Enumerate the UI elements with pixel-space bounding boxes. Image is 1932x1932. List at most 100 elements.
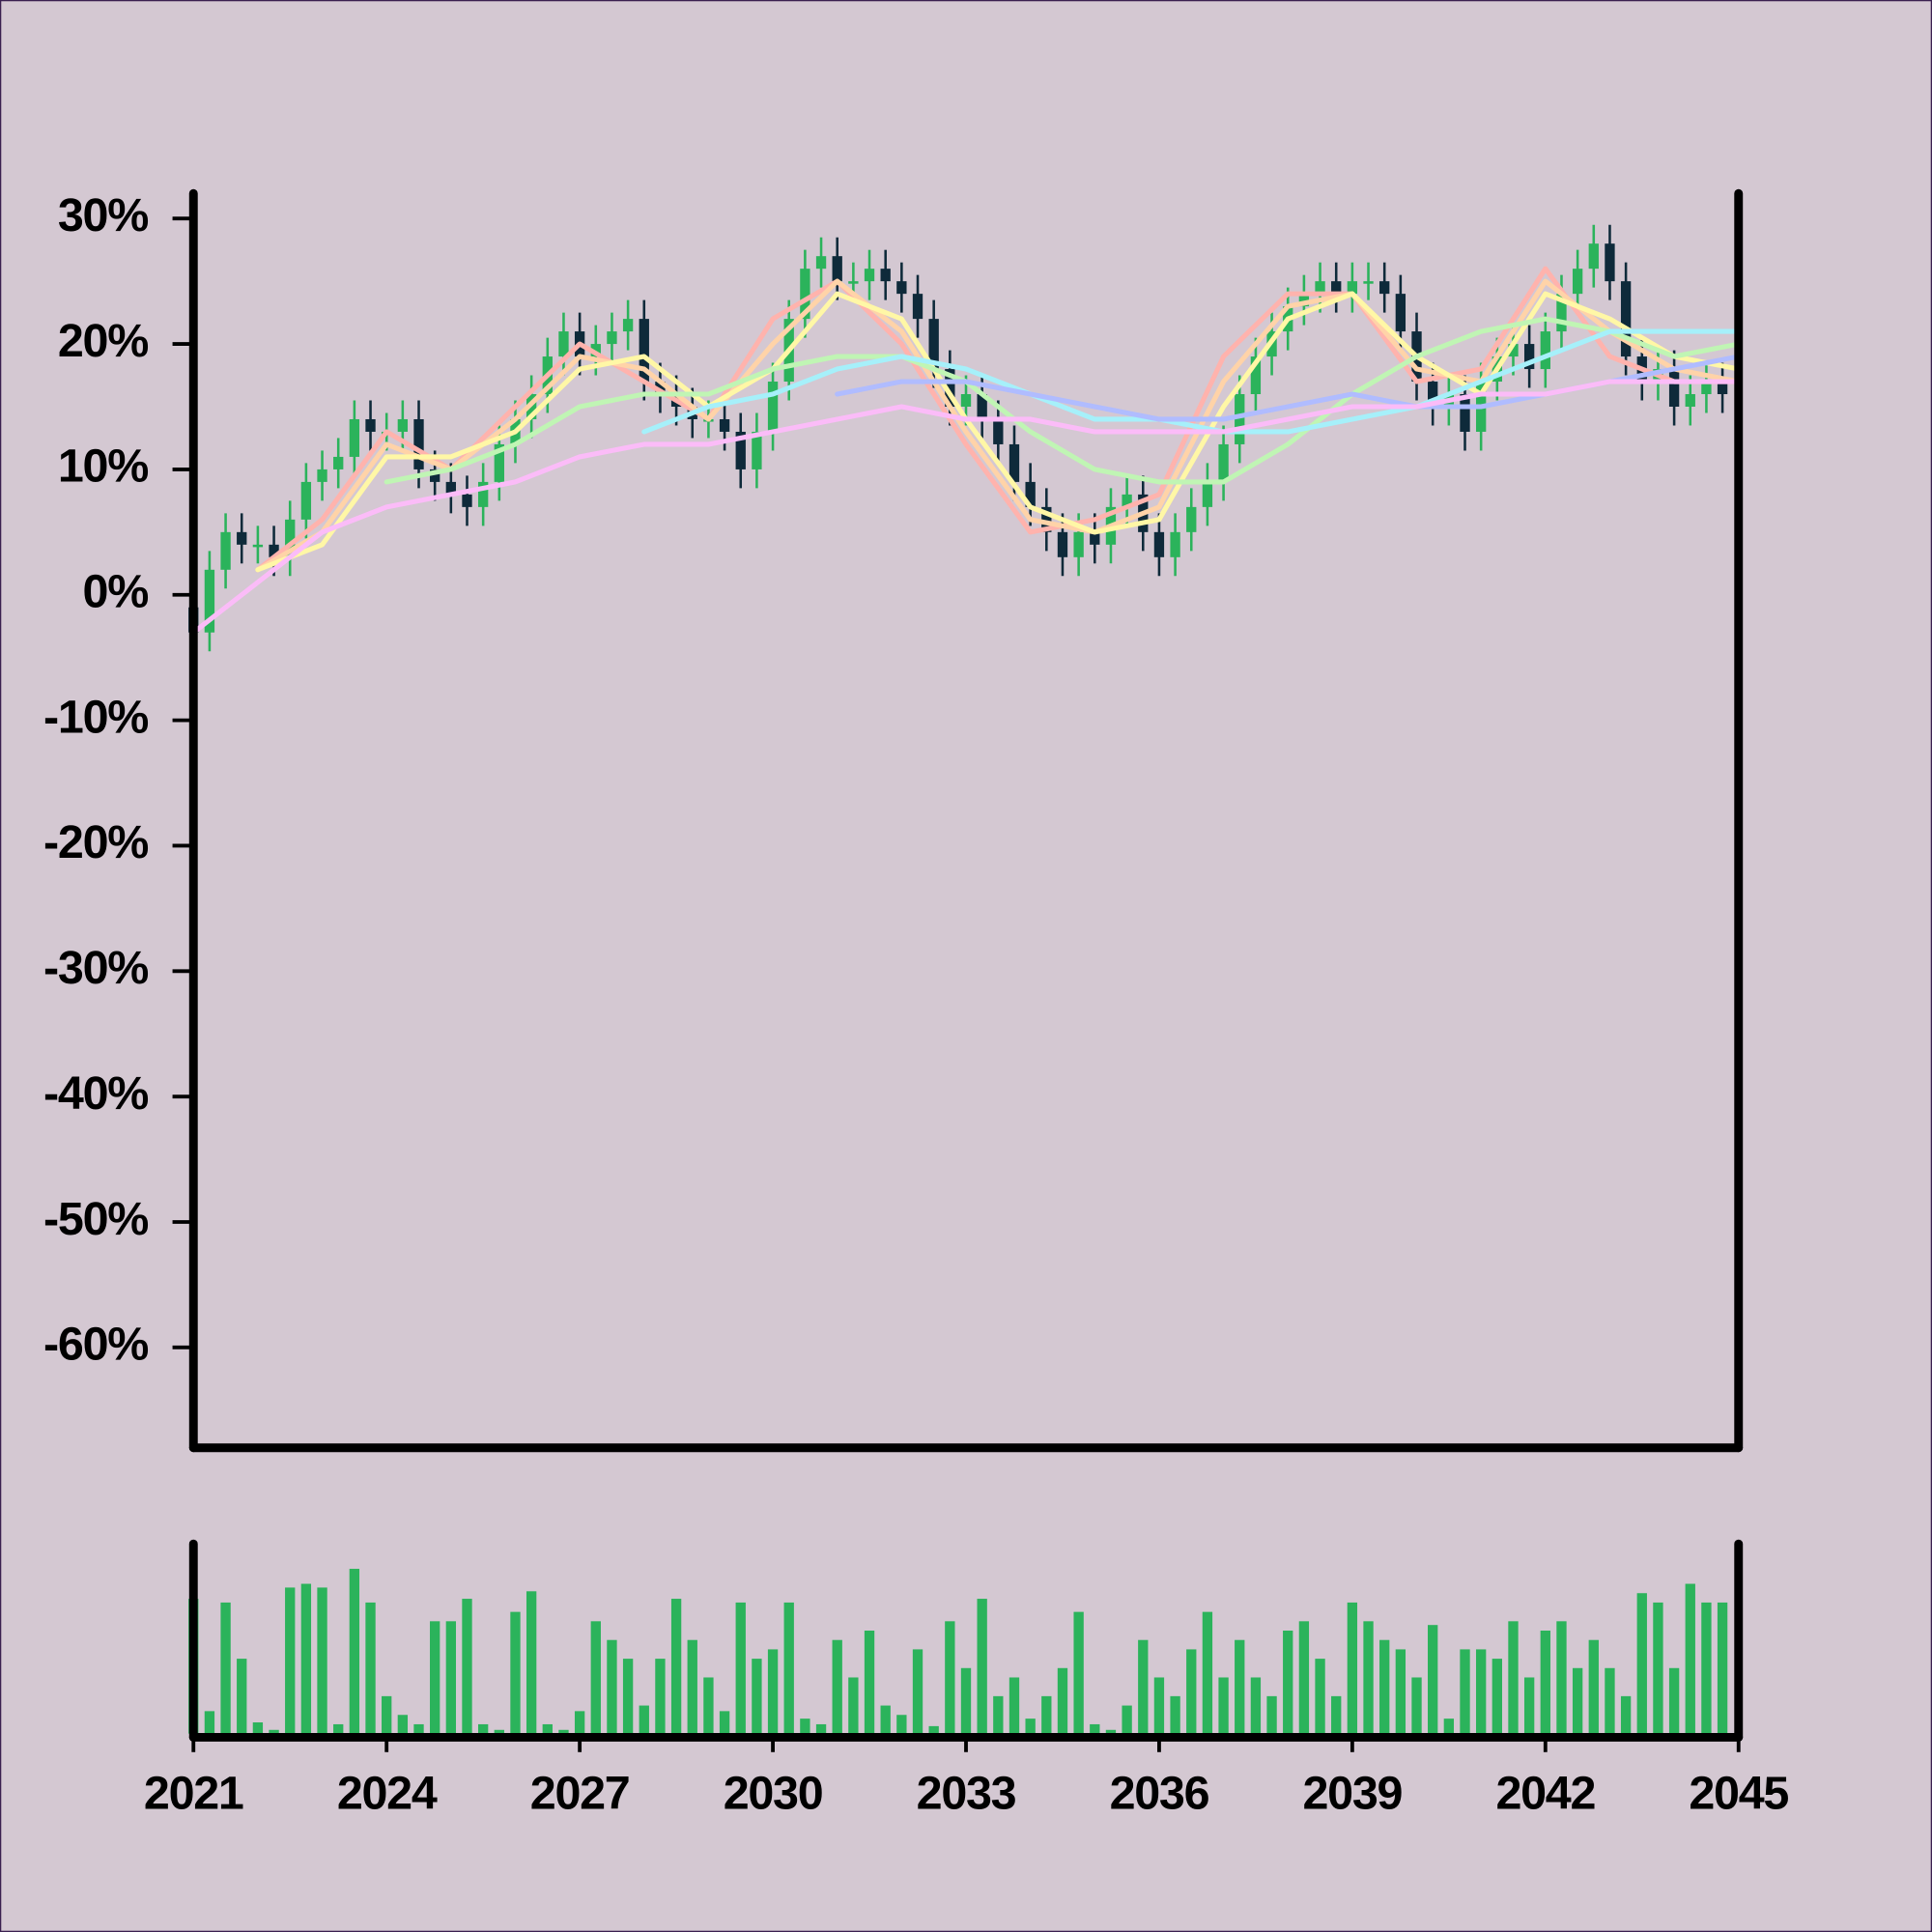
candle-body (977, 394, 987, 419)
volume-bar (1475, 1649, 1487, 1734)
volume-bar (1009, 1677, 1020, 1734)
volume-bar (1379, 1639, 1390, 1734)
volume-bar (1363, 1621, 1374, 1734)
candle-body (1250, 356, 1262, 395)
volume-bar (1283, 1631, 1293, 1734)
candle-body (300, 481, 312, 520)
volume-bar (1411, 1677, 1422, 1734)
candle-body (993, 418, 1004, 444)
volume-bar (655, 1659, 666, 1734)
candle-body (413, 418, 424, 469)
candle-body (1331, 281, 1342, 295)
candle-body (864, 269, 875, 282)
candle-body (912, 294, 923, 320)
candle-body (1298, 294, 1310, 307)
y-tick-label: -60% (43, 1319, 148, 1371)
candle-body (1009, 443, 1020, 482)
candle-body (945, 369, 955, 407)
volume-bar (1588, 1639, 1599, 1734)
volume-bar (1298, 1621, 1310, 1734)
x-tick-label: 2045 (1689, 1767, 1788, 1819)
volume-bar (1428, 1625, 1438, 1734)
y-tick-label: 20% (58, 315, 148, 367)
volume-bar (1250, 1677, 1262, 1734)
y-tick-label: 0% (83, 566, 149, 618)
candle-body (1073, 531, 1084, 557)
volume-bar (896, 1715, 907, 1734)
candle-body (960, 394, 972, 407)
candle-body (1717, 382, 1728, 395)
volume-bar (1460, 1649, 1470, 1734)
volume-bar (1090, 1723, 1100, 1734)
volume-bar (526, 1591, 537, 1734)
volume-bar (783, 1602, 794, 1734)
x-tick-label: 2021 (144, 1767, 243, 1819)
volume-bar (1186, 1649, 1197, 1734)
volume-bar (477, 1723, 489, 1734)
candle-body (848, 281, 859, 284)
candle-body (1428, 382, 1438, 407)
volume-bar (237, 1659, 247, 1734)
x-tick-label: 2039 (1303, 1767, 1403, 1819)
volume-bar (430, 1621, 440, 1734)
candle-body (204, 569, 215, 633)
candle-body (1202, 481, 1213, 507)
volume-bar (735, 1602, 746, 1734)
y-tick-label: 30% (58, 189, 148, 242)
candle-body (1588, 243, 1599, 270)
volume-bar (977, 1599, 987, 1734)
volume-bar (269, 1729, 279, 1734)
candle-body (1186, 506, 1197, 532)
candle-body (1170, 531, 1180, 557)
candle-body (1395, 294, 1406, 332)
candle-body (1701, 382, 1712, 395)
volume-bar (252, 1722, 264, 1734)
candle-body (1685, 394, 1695, 407)
y-tick-label: -50% (43, 1193, 148, 1245)
volume-bar (204, 1711, 215, 1734)
volume-bar (1057, 1667, 1068, 1734)
volume-bar (1347, 1602, 1358, 1734)
candle-body (1363, 281, 1374, 284)
volume-bar (1605, 1667, 1615, 1734)
candle-body (317, 469, 327, 482)
candle-body (735, 431, 746, 469)
volume-bar (220, 1602, 231, 1734)
volume-bar (622, 1659, 634, 1734)
volume-bar (639, 1705, 649, 1734)
candle-body (558, 331, 569, 357)
volume-bar (574, 1711, 585, 1734)
volume-bar (670, 1599, 682, 1734)
candle-body (1605, 243, 1615, 282)
candle-body (639, 319, 649, 383)
volume-bar (1492, 1659, 1502, 1734)
y-tick-label: -20% (43, 816, 148, 868)
candle-body (1122, 494, 1132, 507)
volume-bar (848, 1677, 859, 1734)
candle-body (928, 319, 939, 370)
volume-bar (960, 1667, 972, 1734)
volume-bar (1685, 1583, 1695, 1734)
volume-bar (1122, 1705, 1132, 1734)
axes (188, 188, 1744, 1742)
volume-bar (800, 1719, 810, 1734)
candle-body (1235, 394, 1245, 444)
candle-body (220, 531, 231, 570)
volume-bar (687, 1639, 697, 1734)
volume-bar (1540, 1631, 1550, 1734)
candle-body (1218, 443, 1229, 482)
volume-bar (462, 1599, 472, 1734)
y-tick-label: -40% (43, 1067, 148, 1120)
candle-body (1025, 481, 1036, 507)
volume-bar (1025, 1719, 1036, 1734)
volume-bar (1105, 1729, 1117, 1734)
volume-bar (1138, 1639, 1149, 1734)
candle-body (767, 382, 779, 432)
volume-bar (558, 1729, 569, 1734)
volume-bar (864, 1631, 875, 1734)
candle-body (655, 382, 666, 395)
volume-bar (349, 1569, 360, 1734)
candle-body (445, 481, 457, 495)
volume-bar (494, 1729, 504, 1734)
